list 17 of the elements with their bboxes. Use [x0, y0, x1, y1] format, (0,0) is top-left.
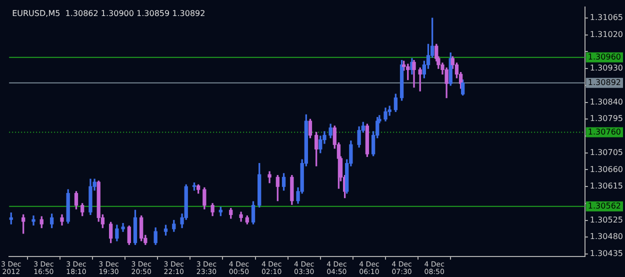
- ref-line-label: 1.30892: [588, 78, 622, 87]
- y-tick-label: 1.30480: [590, 232, 624, 242]
- y-tick-label: 1.30615: [590, 182, 624, 191]
- y-tick-label: 1.30660: [590, 164, 624, 174]
- candlestick: [32, 215, 36, 226]
- y-tick-label: 1.30435: [590, 249, 624, 258]
- y-tick-label: 1.31065: [590, 13, 624, 22]
- chart-title: EURUSD,M5 1.30862 1.30900 1.30859 1.30892: [12, 8, 206, 18]
- y-tick-label: 1.30930: [590, 64, 624, 73]
- y-tick-label: 1.30525: [590, 215, 624, 224]
- y-tick-label: 1.30840: [590, 97, 624, 106]
- y-tick-label: 1.31020: [590, 30, 624, 39]
- y-tick-label: 1.30795: [590, 114, 624, 124]
- ref-line-label: 1.30760: [588, 127, 622, 136]
- y-tick-label: 1.30705: [590, 148, 624, 157]
- ref-line-label: 1.30562: [588, 201, 622, 210]
- ref-line-label: 1.30960: [588, 52, 622, 62]
